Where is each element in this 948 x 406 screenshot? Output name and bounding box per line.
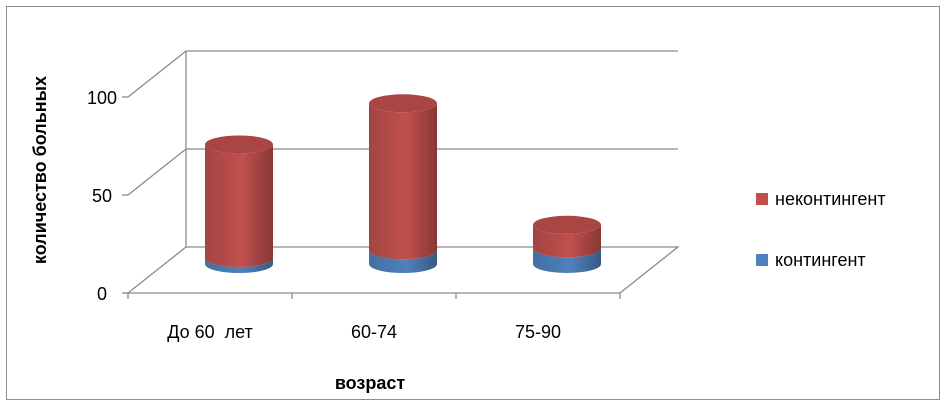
x-axis-ticks: До 60 лет 60-74 75-90 xyxy=(127,293,621,342)
legend-swatch xyxy=(756,254,768,266)
bar-контингент-0 xyxy=(205,258,273,273)
legend: неконтингент контингент xyxy=(756,189,886,270)
y-tick-label: 50 xyxy=(92,186,112,206)
y-axis-ticks: 0 50 100 xyxy=(87,88,128,304)
y-axis-title: количество больных xyxy=(30,76,50,264)
bar-top-cap xyxy=(369,94,437,113)
y-tick-label: 0 xyxy=(97,284,107,304)
chart-frame xyxy=(6,6,940,400)
bar-неконтингент-0 xyxy=(205,144,273,268)
bar-неконтингент-1 xyxy=(369,103,437,260)
bar-неконтингент-2 xyxy=(533,224,601,258)
bar-top-cap xyxy=(205,135,273,154)
bar-контингент-2 xyxy=(533,248,601,273)
gridline xyxy=(127,148,678,196)
bars xyxy=(205,94,601,273)
x-tick-label: 75-90 xyxy=(515,322,561,342)
gridlines xyxy=(127,50,678,196)
bar-контингент-1 xyxy=(369,250,437,273)
legend-label: контингент xyxy=(775,250,866,270)
x-tick-label: До 60 лет xyxy=(167,322,253,342)
legend-label: неконтингент xyxy=(775,189,886,209)
gridline xyxy=(127,50,678,98)
x-axis-title: возраст xyxy=(335,373,406,393)
legend-swatch xyxy=(756,193,768,205)
bar-top-cap xyxy=(533,215,601,234)
y-tick-label: 100 xyxy=(87,88,117,108)
x-tick-label: 60-74 xyxy=(351,322,397,342)
